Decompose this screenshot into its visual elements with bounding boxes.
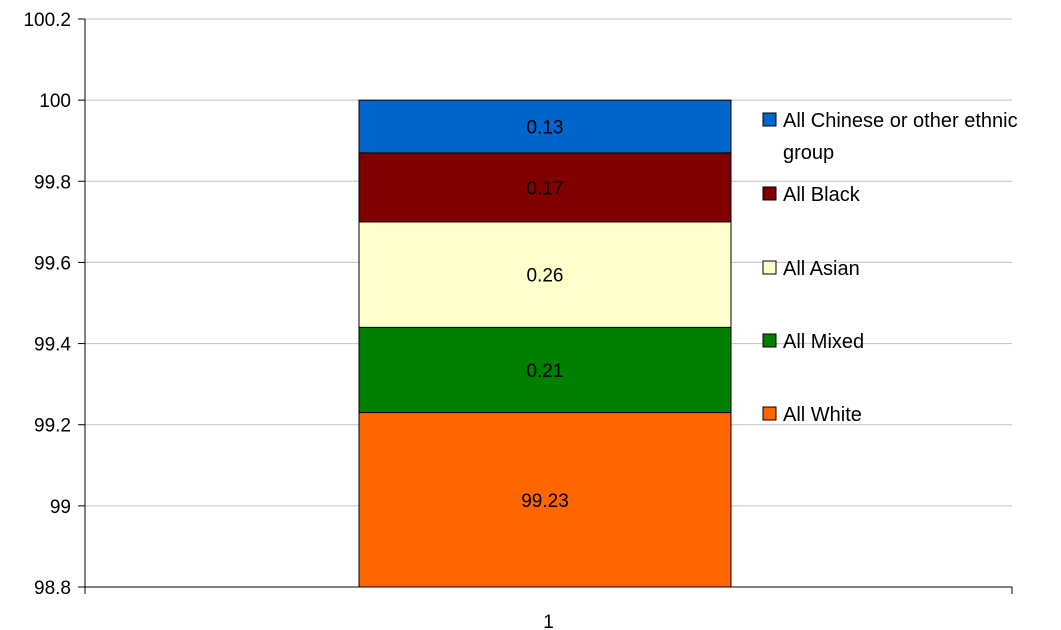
legend-swatch <box>762 260 777 275</box>
bar-segment-all-mixed <box>358 326 732 414</box>
legend-label: All Mixed <box>783 331 864 353</box>
legend-label: All Chinese or other ethnic group <box>783 110 1018 164</box>
data-labels: 99.23 0.21 0.26 0.17 0.13 <box>521 118 569 512</box>
legend-label: All White <box>783 404 862 426</box>
legend-item: All Black <box>762 184 861 206</box>
legend-swatch <box>762 406 777 421</box>
legend-label: All Asian <box>783 258 860 280</box>
bar-segment-all-black <box>358 152 732 223</box>
data-label: 99.23 <box>521 491 569 512</box>
data-label: 0.13 <box>527 118 564 139</box>
y-tick-label: 100 <box>39 91 71 112</box>
x-tick-label: 1 <box>543 612 554 630</box>
legend-item: All Asian <box>762 258 860 280</box>
bar-stack <box>358 99 732 588</box>
legend-swatch <box>762 112 777 127</box>
y-tick-label: 99.2 <box>34 416 71 437</box>
y-tick-label: 98.8 <box>34 578 71 599</box>
legend-item: All White <box>762 404 862 426</box>
bar-segment-all-asian <box>358 221 732 328</box>
legend-swatch <box>762 186 777 201</box>
y-tick-label: 99.8 <box>34 172 71 193</box>
legend: All Chinese or other ethnic group All Blac… <box>762 110 1018 426</box>
axes: 98.8 99 99.2 99.4 99.6 99.8 100 100.2 1 <box>23 10 1013 630</box>
data-label: 0.21 <box>527 361 564 382</box>
data-label: 0.17 <box>527 178 564 199</box>
legend-item: All Chinese or other ethnic group <box>762 110 1018 164</box>
legend-label: All Black <box>783 184 861 206</box>
legend-item: All Mixed <box>762 331 864 353</box>
legend-swatch <box>762 333 777 348</box>
bar-segment-all-white <box>358 412 732 588</box>
y-tick-label: 100.2 <box>23 10 71 31</box>
y-tick-label: 99 <box>50 497 71 518</box>
bar-segment-all-chinese-or-other-ethnic-group <box>358 99 732 154</box>
y-tick-label: 99.4 <box>34 335 71 356</box>
y-tick-label: 99.6 <box>34 253 71 274</box>
data-label: 0.26 <box>527 266 564 287</box>
